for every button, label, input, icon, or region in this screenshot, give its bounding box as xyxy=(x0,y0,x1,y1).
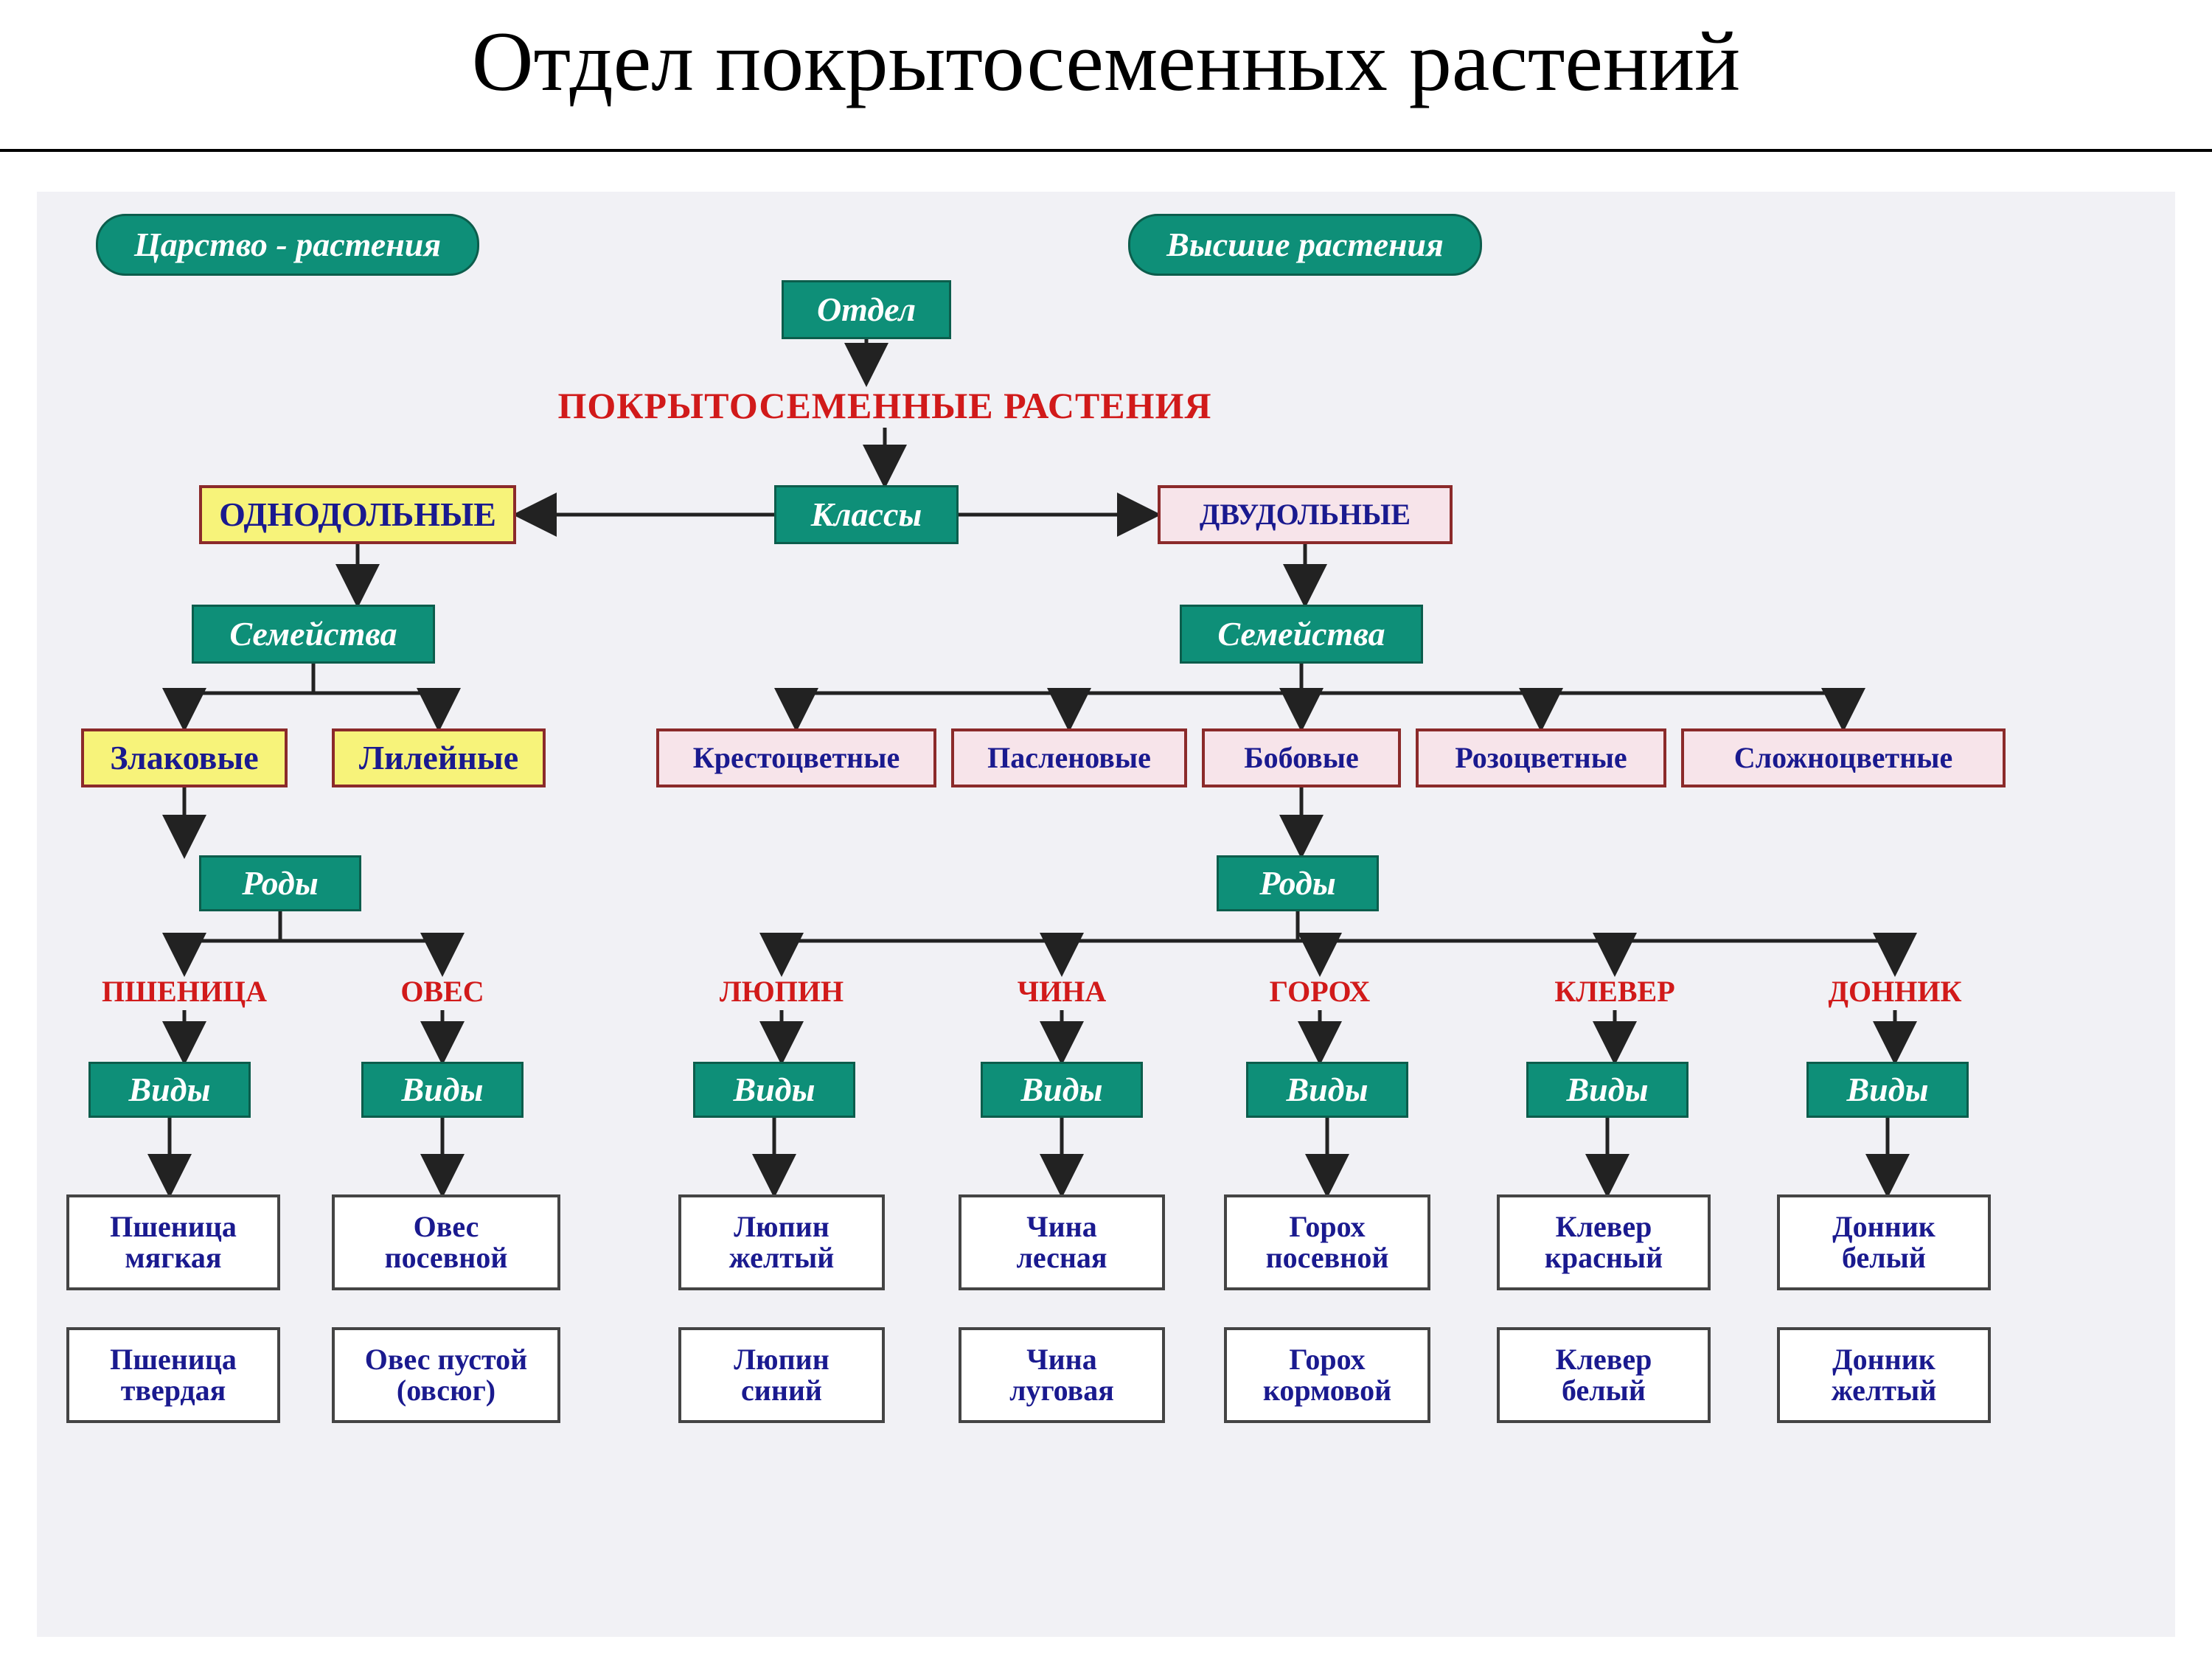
node-sp7b: Донник желтый xyxy=(1777,1327,1991,1423)
node-vidy6: Виды xyxy=(1526,1062,1688,1118)
node-pokryto: ПОКРЫТОСЕМЕННЫЕ РАСТЕНИЯ xyxy=(391,383,1379,428)
node-rozo: Розоцветные xyxy=(1416,728,1666,787)
node-donnik_t: ДОННИК xyxy=(1799,973,1991,1010)
node-lyupin_t: ЛЮПИН xyxy=(686,973,877,1010)
node-rody_l: Роды xyxy=(199,855,361,911)
node-kingdom: Царство - растения xyxy=(96,214,479,276)
node-pshen_t: ПШЕНИЦА xyxy=(66,973,302,1010)
node-sp5b: Горох кормовой xyxy=(1224,1327,1430,1423)
horizontal-rule xyxy=(0,149,2212,152)
node-vidy7: Виды xyxy=(1806,1062,1969,1118)
node-sp4a: Чина лесная xyxy=(959,1194,1165,1290)
node-sp1b: Пшеница твердая xyxy=(66,1327,280,1423)
node-sp2b: Овес пустой (овсюг) xyxy=(332,1327,560,1423)
node-sp3b: Люпин синий xyxy=(678,1327,885,1423)
taxonomy-flowchart: Царство - растения Высшие растения Отдел ПО… xyxy=(37,192,2175,1637)
node-vidy3: Виды xyxy=(693,1062,855,1118)
node-sp5a: Горох посевной xyxy=(1224,1194,1430,1290)
node-china_t: ЧИНА xyxy=(981,973,1143,1010)
node-sp3a: Люпин желтый xyxy=(678,1194,885,1290)
node-vidy2: Виды xyxy=(361,1062,524,1118)
node-sp6a: Клевер красный xyxy=(1497,1194,1711,1290)
node-bob: Бобовые xyxy=(1202,728,1401,787)
node-gorokh_t: ГОРОХ xyxy=(1231,973,1408,1010)
node-dicot: ДВУДОЛЬНЫЕ xyxy=(1158,485,1453,544)
node-oves_t: ОВЕС xyxy=(369,973,516,1010)
node-vidy1: Виды xyxy=(88,1062,251,1118)
node-vidy4: Виды xyxy=(981,1062,1143,1118)
node-sp4b: Чина луговая xyxy=(959,1327,1165,1423)
node-sp7a: Донник белый xyxy=(1777,1194,1991,1290)
node-krest: Крестоцветные xyxy=(656,728,936,787)
node-klever_t: КЛЕВЕР xyxy=(1519,973,1711,1010)
node-slozh: Сложноцветные xyxy=(1681,728,2006,787)
node-zlak: Злаковые xyxy=(81,728,288,787)
node-pasl: Пасленовые xyxy=(951,728,1187,787)
node-sp6b: Клевер белый xyxy=(1497,1327,1711,1423)
node-higher: Высшие растения xyxy=(1128,214,1482,276)
node-vidy5: Виды xyxy=(1246,1062,1408,1118)
node-mono: ОДНОДОЛЬНЫЕ xyxy=(199,485,516,544)
node-sp1a: Пшеница мягкая xyxy=(66,1194,280,1290)
page-title: Отдел покрытосеменных растений xyxy=(0,13,2212,111)
node-sp2a: Овес посевной xyxy=(332,1194,560,1290)
node-lily: Лилейные xyxy=(332,728,546,787)
node-rody_r: Роды xyxy=(1217,855,1379,911)
node-sem_right: Семейства xyxy=(1180,605,1423,664)
node-otdel: Отдел xyxy=(782,280,951,339)
node-klassy: Классы xyxy=(774,485,959,544)
node-sem_left: Семейства xyxy=(192,605,435,664)
